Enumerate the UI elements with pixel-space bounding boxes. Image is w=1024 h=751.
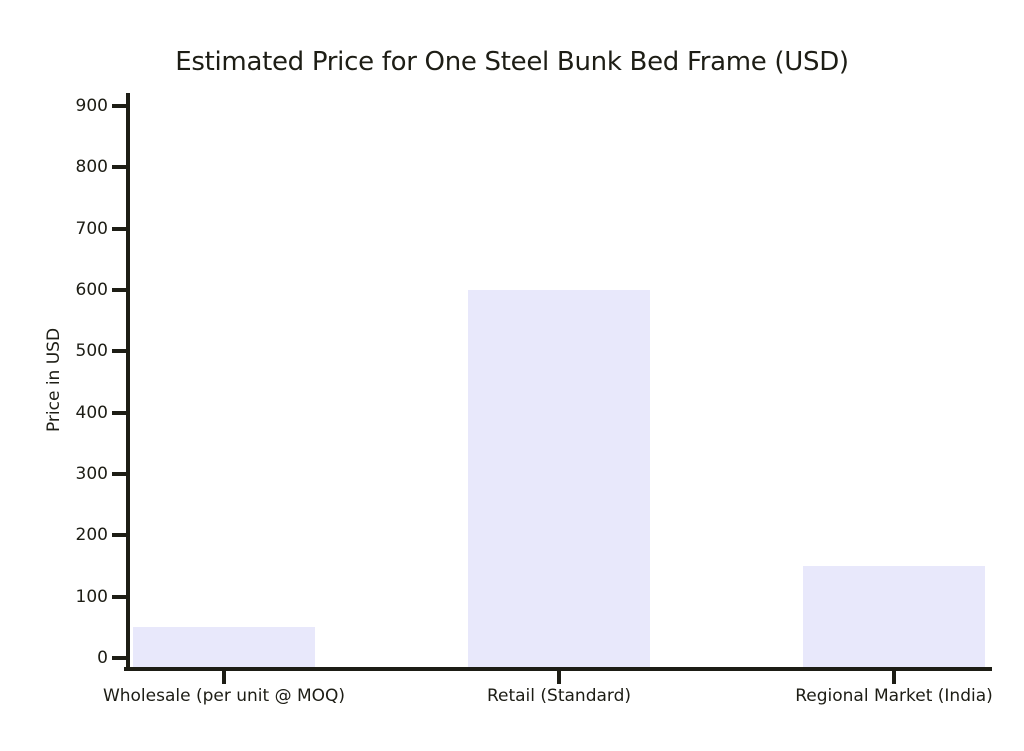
y-tick-label: 600 [75,280,108,300]
y-tick-mark [112,410,127,415]
x-tick-mark [557,667,561,684]
y-tick-mark [112,533,127,538]
y-tick-label: 500 [75,341,108,362]
chart-title: Estimated Price for One Steel Bunk Bed F… [175,47,849,77]
y-tick-label: 400 [75,402,108,423]
bar [803,566,985,669]
y-tick-label: 700 [75,218,108,239]
y-tick-label: 200 [75,525,108,546]
y-tick-label: 100 [75,586,108,607]
y-tick-label: 300 [75,464,108,484]
y-tick-mark [112,349,127,354]
y-tick-label: 900 [75,96,108,116]
y-tick-mark [112,226,127,231]
x-tick-mark [892,667,896,684]
y-tick-label: 800 [75,157,108,178]
x-tick-label: Wholesale (per unit @ MOQ) [102,686,346,706]
bar [468,290,650,669]
x-tick-label: Regional Market (India) [795,686,993,706]
y-axis-line [126,93,130,671]
y-tick-mark [112,288,127,292]
y-tick-mark [112,165,127,170]
y-tick-mark [112,472,127,476]
x-tick-label: Retail (Standard) [486,686,632,706]
y-tick-mark [112,104,127,108]
y-tick-mark [112,594,127,599]
x-tick-mark [222,667,226,684]
y-tick-label: 0 [97,648,108,668]
bar [133,627,315,669]
y-tick-mark [112,656,127,660]
